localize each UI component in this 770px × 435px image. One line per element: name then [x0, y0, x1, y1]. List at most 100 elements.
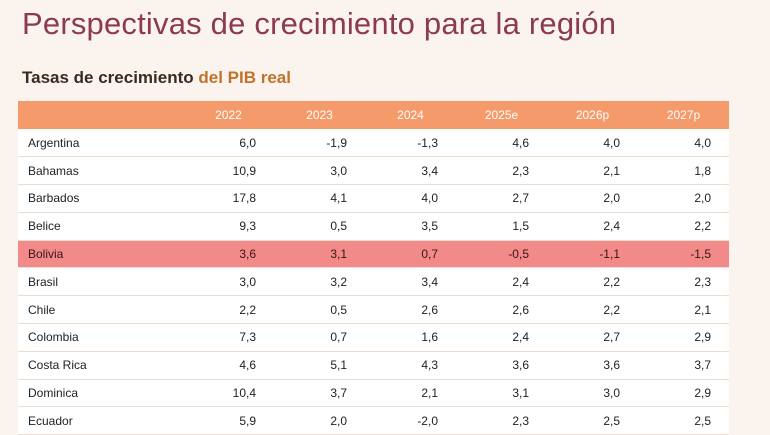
value-cell: 3,6 [603, 358, 620, 373]
country-cell: Dominica [28, 386, 79, 401]
value-cell: -1,3 [417, 135, 438, 150]
value-cell: 2,9 [694, 330, 711, 345]
value-cell: 4,3 [421, 358, 438, 373]
value-cell: 3,4 [421, 274, 438, 289]
gdp-growth-table: 2022 2023 2024 2025e 2026p 2027p Argenti… [18, 101, 729, 435]
value-cell: 6,0 [239, 135, 256, 150]
value-cell: 2,3 [512, 163, 529, 178]
value-cell: 2,5 [603, 413, 620, 428]
value-cell: 2,0 [694, 191, 711, 206]
country-cell: Argentina [28, 135, 80, 150]
table-row: Bahamas 10,9 3,0 3,4 2,3 2,1 1,8 [18, 156, 729, 185]
value-cell: 3,0 [239, 274, 256, 289]
country-cell: Bahamas [28, 163, 79, 178]
value-cell: -2,0 [417, 413, 438, 428]
country-cell: Ecuador [28, 413, 73, 428]
country-cell: Bolivia [28, 247, 64, 262]
gdp-table-container: 2022 2023 2024 2025e 2026p 2027p Argenti… [18, 101, 729, 435]
table-row: Belice 9,3 0,5 3,5 1,5 2,4 2,2 [18, 212, 729, 241]
column-header: 2027p [666, 108, 701, 122]
value-cell: 2,2 [603, 274, 620, 289]
value-cell: 2,1 [421, 386, 438, 401]
value-cell: -1,9 [326, 135, 347, 150]
value-cell: 2,9 [694, 386, 711, 401]
value-cell: 5,1 [330, 358, 347, 373]
value-cell: 2,4 [512, 330, 529, 345]
table-row: Dominica 10,4 3,7 2,1 3,1 3,0 2,9 [18, 379, 729, 407]
table-body: Argentina 6,0 -1,9 -1,3 4,6 4,0 4,0 Bahamas 10,9… [18, 129, 729, 435]
value-cell: 3,7 [330, 386, 347, 401]
value-cell: 3,4 [421, 163, 438, 178]
value-cell: 2,7 [512, 191, 529, 206]
column-header: 2024 [397, 108, 424, 122]
value-cell: 0,5 [330, 302, 347, 317]
value-cell: 2,1 [694, 302, 711, 317]
value-cell: 3,6 [239, 247, 256, 262]
value-cell: 17,8 [232, 191, 256, 206]
value-cell: 2,7 [603, 330, 620, 345]
value-cell: 4,0 [603, 135, 620, 150]
column-header: 2026p [575, 108, 610, 122]
value-cell: 3,0 [603, 386, 620, 401]
value-cell: 3,6 [512, 358, 529, 373]
value-cell: 4,0 [421, 191, 438, 206]
value-cell: 7,3 [239, 330, 256, 345]
value-cell: -1,5 [690, 247, 711, 262]
column-header: 2025e [484, 108, 519, 122]
value-cell: 4,6 [512, 135, 529, 150]
table-row: Costa Rica 4,6 5,1 4,3 3,6 3,6 3,7 [18, 351, 729, 380]
value-cell: 1,5 [512, 219, 529, 234]
value-cell: 1,8 [694, 163, 711, 178]
value-cell: 10,4 [232, 386, 256, 401]
subtitle-part-1: Tasas de crecimiento [22, 68, 194, 87]
table-row: Colombia 7,3 0,7 1,6 2,4 2,7 2,9 [18, 323, 729, 352]
table-row: Brasil 3,0 3,2 3,4 2,4 2,2 2,3 [18, 267, 729, 296]
country-cell: Colombia [28, 330, 79, 345]
table-header-row: 2022 2023 2024 2025e 2026p 2027p [18, 101, 729, 129]
country-cell: Chile [28, 302, 56, 317]
value-cell: 2,6 [421, 302, 438, 317]
value-cell: 4,1 [330, 191, 347, 206]
value-cell: 2,2 [694, 219, 711, 234]
value-cell: 3,1 [512, 386, 529, 401]
table-row: Chile 2,2 0,5 2,6 2,6 2,2 2,1 [18, 295, 729, 324]
value-cell: 0,7 [330, 330, 347, 345]
country-cell: Belice [28, 219, 61, 234]
value-cell: -1,1 [599, 247, 620, 262]
value-cell: 2,4 [512, 274, 529, 289]
value-cell: 0,7 [421, 247, 438, 262]
value-cell: 2,0 [603, 191, 620, 206]
value-cell: -0,5 [508, 247, 529, 262]
value-cell: 2,2 [603, 302, 620, 317]
value-cell: 2,2 [239, 302, 256, 317]
table-row: Bolivia 3,6 3,1 0,7 -0,5 -1,1 -1,5 [18, 240, 729, 268]
value-cell: 2,4 [603, 219, 620, 234]
value-cell: 2,3 [512, 413, 529, 428]
value-cell: 2,0 [330, 413, 347, 428]
value-cell: 2,5 [694, 413, 711, 428]
column-header [18, 101, 183, 129]
value-cell: 5,9 [239, 413, 256, 428]
value-cell: 9,3 [239, 219, 256, 234]
country-cell: Brasil [28, 274, 59, 289]
table-row: Argentina 6,0 -1,9 -1,3 4,6 4,0 4,0 [18, 129, 729, 157]
column-header: 2023 [306, 108, 333, 122]
value-cell: 3,0 [330, 163, 347, 178]
value-cell: 4,6 [239, 358, 256, 373]
table-subtitle: Tasas de crecimiento del PIB real [22, 68, 291, 88]
value-cell: 3,2 [330, 274, 347, 289]
value-cell: 4,0 [694, 135, 711, 150]
value-cell: 3,7 [694, 358, 711, 373]
value-cell: 2,1 [603, 163, 620, 178]
page-title: Perspectivas de crecimiento para la regi… [22, 6, 617, 41]
table-row: Ecuador 5,9 2,0 -2,0 2,3 2,5 2,5 [18, 406, 729, 435]
table-row: Barbados 17,8 4,1 4,0 2,7 2,0 2,0 [18, 184, 729, 213]
value-cell: 10,9 [232, 163, 256, 178]
value-cell: 0,5 [330, 219, 347, 234]
value-cell: 2,6 [512, 302, 529, 317]
value-cell: 3,1 [330, 247, 347, 262]
country-cell: Barbados [28, 191, 80, 206]
country-cell: Costa Rica [28, 358, 87, 373]
subtitle-part-2: del PIB real [198, 68, 291, 87]
value-cell: 1,6 [421, 330, 438, 345]
